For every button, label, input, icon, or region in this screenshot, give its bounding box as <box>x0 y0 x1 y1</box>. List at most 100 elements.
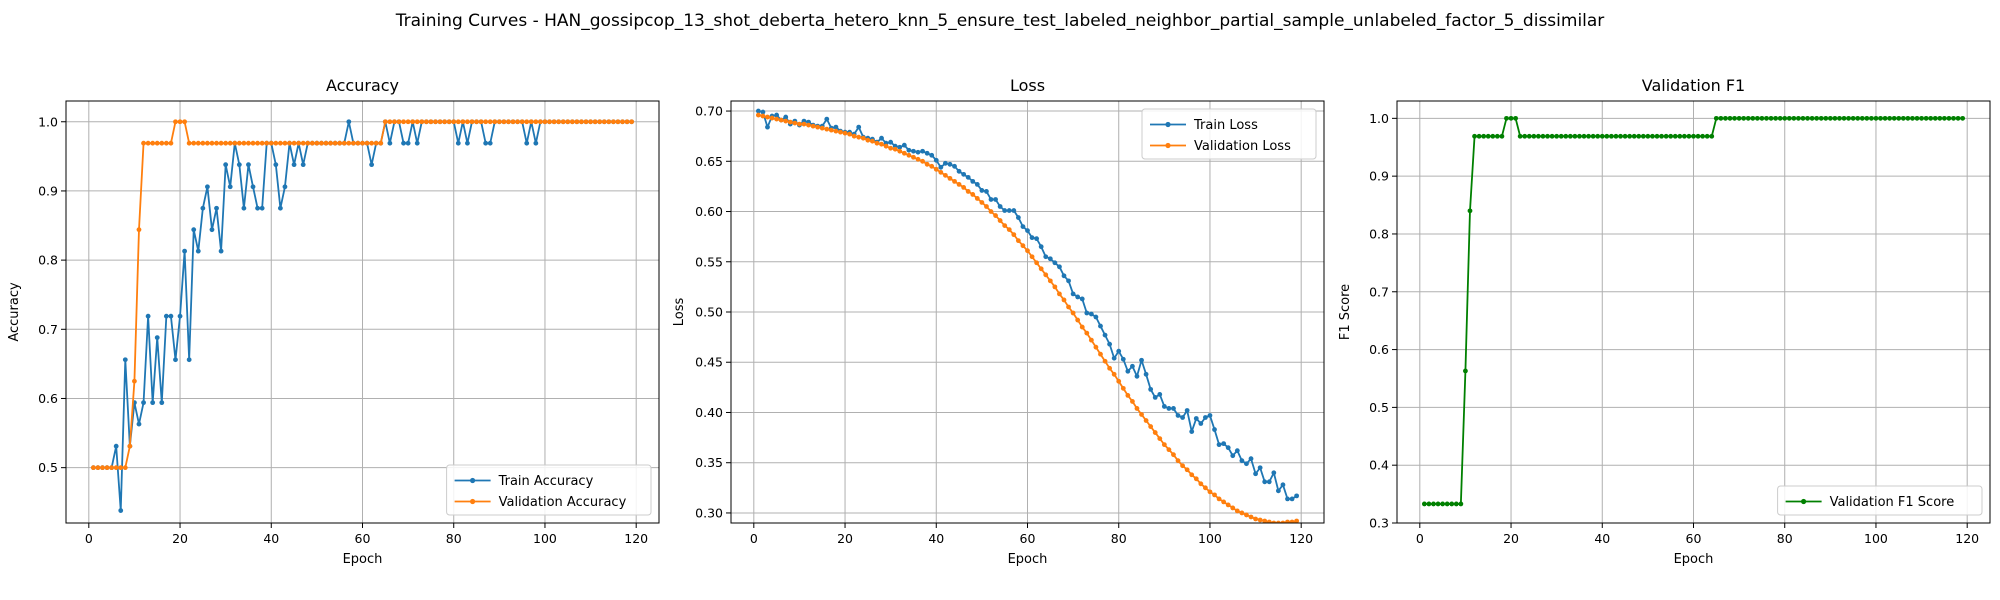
data-point <box>1809 115 1815 121</box>
data-point <box>1759 115 1765 121</box>
data-point <box>1098 351 1103 357</box>
x-tick-label: 20 <box>837 531 853 546</box>
data-point <box>214 140 219 146</box>
data-point <box>1449 501 1455 507</box>
data-point <box>1545 133 1550 139</box>
data-point <box>1061 297 1067 303</box>
data-point <box>1280 482 1286 488</box>
data-point <box>387 119 393 125</box>
data-point <box>1002 208 1008 213</box>
data-point <box>528 119 534 125</box>
data-point <box>547 119 552 125</box>
data-point <box>1640 133 1646 139</box>
data-point <box>1120 356 1126 362</box>
x-tick-label: 80 <box>1111 531 1127 546</box>
series-validation-f1-score <box>1421 115 1966 507</box>
data-point <box>1764 115 1769 121</box>
data-point <box>1960 115 1966 121</box>
data-point <box>897 148 903 154</box>
data-point <box>1198 421 1204 426</box>
data-point <box>1038 244 1044 250</box>
data-point <box>337 140 343 146</box>
data-point <box>378 140 384 146</box>
data-point <box>1130 399 1135 404</box>
data-point <box>1139 412 1144 417</box>
data-point <box>1951 115 1956 121</box>
data-point <box>1098 323 1103 329</box>
data-point <box>911 154 916 160</box>
data-point <box>241 205 247 211</box>
data-point <box>1230 505 1236 511</box>
y-tick-label: 0.9 <box>38 183 58 198</box>
data-point <box>191 227 197 233</box>
data-point <box>1723 115 1728 121</box>
data-point <box>860 135 866 141</box>
data-point <box>369 140 375 146</box>
data-point <box>515 119 520 125</box>
x-tick-label: 0 <box>1416 531 1424 546</box>
data-point <box>938 164 944 170</box>
legend-swatch-marker <box>1801 498 1807 505</box>
f1-x-axis-label: Epoch <box>1674 552 1714 567</box>
data-point <box>929 152 935 158</box>
figure-suptitle: Training Curves - HAN_gossipcop_13_shot_… <box>395 11 1605 31</box>
data-point <box>970 178 976 184</box>
data-point <box>200 140 206 146</box>
data-point <box>1257 517 1263 523</box>
data-point <box>1440 501 1446 507</box>
data-point <box>824 116 830 122</box>
data-point <box>769 115 775 121</box>
data-point <box>1581 133 1587 139</box>
data-point <box>974 196 980 201</box>
data-point <box>1517 133 1523 139</box>
data-point <box>1873 115 1879 121</box>
data-point <box>246 140 251 146</box>
data-point <box>1846 115 1851 121</box>
data-point <box>1294 493 1300 499</box>
x-tick-label: 60 <box>355 531 371 546</box>
y-tick-label: 1.0 <box>1369 111 1389 126</box>
data-point <box>1052 260 1058 266</box>
loss-y-axis-label: Loss <box>672 298 687 327</box>
data-point <box>154 335 160 340</box>
data-point <box>1444 501 1450 507</box>
y-tick-label: 0.9 <box>1369 169 1389 184</box>
data-point <box>1887 115 1893 121</box>
data-point <box>205 184 210 190</box>
legend-swatch-marker <box>1165 121 1171 128</box>
data-point <box>1216 442 1222 448</box>
data-point <box>141 140 146 146</box>
x-tick-label: 60 <box>1686 531 1702 546</box>
data-point <box>874 140 880 146</box>
data-point <box>833 124 839 130</box>
data-point <box>1079 296 1085 302</box>
data-point <box>428 119 434 125</box>
data-point <box>1900 115 1906 121</box>
data-point <box>533 119 539 125</box>
y-tick-label: 0.40 <box>695 405 723 420</box>
data-point <box>1796 115 1801 121</box>
data-point <box>1627 133 1633 139</box>
data-point <box>1130 363 1135 369</box>
data-point <box>309 140 315 146</box>
data-point <box>355 140 361 146</box>
data-point <box>405 140 411 146</box>
data-point <box>1093 314 1099 320</box>
data-point <box>1275 488 1281 494</box>
data-point <box>1540 133 1546 139</box>
data-point <box>551 119 557 125</box>
data-point <box>952 163 957 169</box>
data-point <box>483 140 489 146</box>
data-point <box>865 137 871 143</box>
data-point <box>205 140 210 146</box>
loss-grid <box>731 101 1324 523</box>
data-point <box>787 119 793 125</box>
data-point <box>938 169 944 175</box>
data-point <box>810 123 816 129</box>
data-point <box>1079 324 1085 330</box>
data-point <box>423 119 429 125</box>
data-point <box>797 121 802 127</box>
data-point <box>1472 133 1477 139</box>
